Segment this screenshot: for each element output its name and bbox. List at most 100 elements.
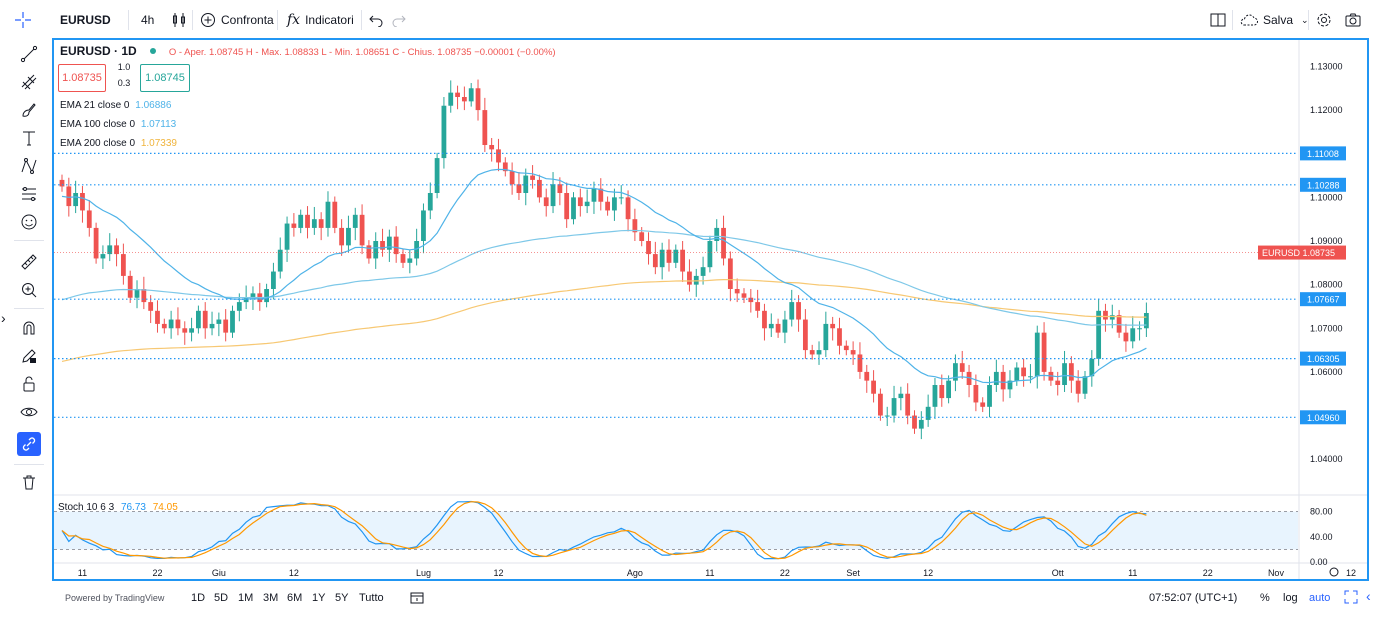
collapse-right-chevron-icon[interactable]: ‹ xyxy=(1366,588,1371,604)
candle-body xyxy=(1055,380,1061,385)
candle-body xyxy=(339,227,345,246)
candle-body xyxy=(543,197,549,207)
candle-body xyxy=(953,363,958,381)
save-button[interactable]: Salva ⌄ xyxy=(1239,9,1309,31)
candle-body xyxy=(311,219,317,228)
candle-body xyxy=(802,319,808,351)
brush-icon[interactable] xyxy=(17,98,41,122)
candle-body xyxy=(652,254,658,268)
ema100-legend[interactable]: EMA 100 close 0 1.07113 xyxy=(60,119,176,130)
candle-body xyxy=(305,214,310,228)
interval-button[interactable]: 4h xyxy=(141,13,155,27)
candle-body xyxy=(434,158,440,193)
zoom-in-icon[interactable] xyxy=(17,278,41,302)
ruler-icon[interactable] xyxy=(17,250,41,274)
candle-body xyxy=(912,415,917,429)
lock-icon[interactable] xyxy=(17,372,41,396)
candle-body xyxy=(127,275,133,298)
candle-body xyxy=(550,184,556,207)
camera-icon[interactable] xyxy=(1344,9,1362,31)
candle-body xyxy=(1075,380,1081,394)
ema21-legend[interactable]: EMA 21 close 0 1.06886 xyxy=(60,100,171,111)
link-sync-icon[interactable] xyxy=(17,432,41,456)
candle-body xyxy=(1103,310,1108,320)
level-price-text: 1.10288 xyxy=(1307,180,1340,190)
symbol-search-button[interactable]: EURUSD xyxy=(60,13,111,27)
x-tick-label: 22 xyxy=(1203,568,1213,578)
settings-gear-icon[interactable] xyxy=(1315,9,1333,31)
candle-body xyxy=(1034,332,1040,377)
log-toggle[interactable]: log xyxy=(1283,592,1298,604)
powered-by-link[interactable]: Powered by TradingView xyxy=(65,593,165,603)
prediction-icon[interactable] xyxy=(17,182,41,206)
candle-body xyxy=(223,319,229,333)
x-tick-label: Ott xyxy=(1052,568,1065,578)
candle-body xyxy=(461,97,467,102)
trash-icon[interactable] xyxy=(17,470,41,494)
text-tool-icon[interactable] xyxy=(17,126,41,150)
sell-price-box[interactable]: 1.08735 xyxy=(58,64,106,92)
candle-body xyxy=(366,245,372,259)
ema200-label: EMA 200 close 0 xyxy=(60,138,136,149)
candle-body xyxy=(1000,371,1006,390)
range-1m[interactable]: 1M xyxy=(238,592,254,604)
x-tick-label: 11 xyxy=(1128,568,1137,578)
candle-body xyxy=(441,105,447,159)
chart-frame xyxy=(52,38,1369,581)
auto-toggle[interactable]: auto xyxy=(1309,592,1331,604)
collapse-panel-chevron-icon[interactable]: › xyxy=(1,310,6,326)
lock-drawings-pencil-icon[interactable] xyxy=(17,344,41,368)
candle-body xyxy=(393,236,399,255)
range-5y[interactable]: 5Y xyxy=(335,592,349,604)
candles-icon[interactable] xyxy=(171,9,187,31)
last-price-tag xyxy=(1258,245,1346,260)
buy-price-box[interactable]: 1.08745 xyxy=(140,64,190,92)
stoch-k-line xyxy=(61,500,1147,560)
range-6m[interactable]: 6M xyxy=(287,592,303,604)
candle-body xyxy=(1089,358,1095,377)
candle-body xyxy=(898,393,904,399)
clock-time[interactable]: 07:52:07 (UTC+1) xyxy=(1149,592,1238,604)
fullscreen-icon[interactable] xyxy=(1344,590,1358,607)
range-3m[interactable]: 3M xyxy=(263,592,279,604)
candle-body xyxy=(407,258,413,263)
candle-body xyxy=(202,310,208,329)
pattern-icon[interactable] xyxy=(17,154,41,178)
eye-icon[interactable] xyxy=(17,400,41,424)
candle-body xyxy=(168,319,174,329)
undo-icon[interactable] xyxy=(369,9,383,31)
range-5d[interactable]: 5D xyxy=(214,592,229,604)
magnet-icon[interactable] xyxy=(17,316,41,340)
x-tick-label: 11 xyxy=(78,568,87,578)
fib-tools-icon[interactable] xyxy=(17,70,41,94)
percent-toggle[interactable]: % xyxy=(1260,592,1270,604)
candle-body xyxy=(796,302,801,320)
smiley-icon[interactable] xyxy=(17,210,41,234)
candle-body xyxy=(591,188,597,202)
candle-body xyxy=(966,371,972,385)
range-all[interactable]: Tutto xyxy=(359,592,384,604)
trend-line-icon[interactable] xyxy=(17,42,41,66)
stoch-legend[interactable]: Stoch 10 6 3 76.73 74.05 xyxy=(58,502,178,513)
candle-body xyxy=(496,149,501,163)
candle-body xyxy=(298,214,304,228)
x-tick-label: Ago xyxy=(627,568,643,578)
stoch-tick-label: 0.00 xyxy=(1310,557,1328,567)
redo-icon[interactable] xyxy=(392,9,406,31)
candle-body xyxy=(741,293,747,298)
range-1d[interactable]: 1D xyxy=(191,592,206,604)
candle-body xyxy=(66,186,72,207)
candle-body xyxy=(714,227,720,241)
indicators-button[interactable]: fx Indicatori xyxy=(287,9,354,31)
compare-button[interactable]: Confronta xyxy=(200,9,274,31)
candle-body xyxy=(250,293,256,298)
candle-body xyxy=(59,179,65,187)
save-label: Salva xyxy=(1263,13,1294,27)
level-price-text: 1.06305 xyxy=(1307,354,1340,364)
crosshair-cursor-icon[interactable] xyxy=(14,9,38,31)
layout-icon[interactable] xyxy=(1209,9,1227,31)
range-1y[interactable]: 1Y xyxy=(312,592,326,604)
goto-date-icon[interactable] xyxy=(409,591,425,608)
ema200-legend[interactable]: EMA 200 close 0 1.07339 xyxy=(60,138,177,149)
